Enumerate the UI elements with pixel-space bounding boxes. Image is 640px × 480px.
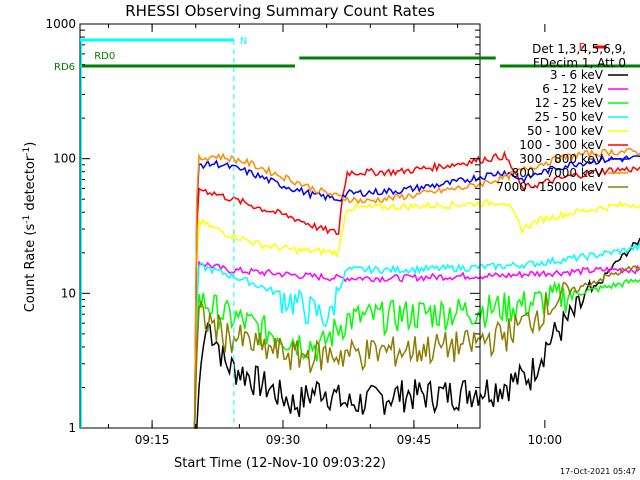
x-tick-label: 10:00 [528,433,563,447]
chart-title: RHESSI Observing Summary Count Rates [125,2,435,20]
legend-entry-label: 50 - 100 keV [527,124,604,138]
series-line-8 [193,265,640,429]
rd6-label: RD6 [54,62,75,73]
legend: Det 1,3,4,5,6,9,FDecim 1, Att 03 - 6 keV… [496,42,628,194]
legend-entry-label: 800 - 7000 keV [512,166,604,180]
legend-entry-label: 300 - 800 keV [519,152,603,166]
series-line-2 [193,278,640,429]
plot-frame [79,23,481,429]
legend-header-line: Det 1,3,4,5,6,9, [532,42,626,56]
legend-entry-label: 100 - 300 keV [519,138,603,152]
y-axis-label: Count Rate (s-1 detector-1) [22,142,38,313]
legend-entry-label: 3 - 6 keV [550,68,604,82]
x-tick-label: 09:45 [397,433,432,447]
legend-entry-label: 25 - 50 keV [535,110,604,124]
legend-entry-label: 12 - 25 keV [535,96,604,110]
y-tick-label: 100 [53,152,76,166]
y-tick-label: 10 [61,286,76,300]
footer-timestamp: 17-Oct-2021 05:47 [560,467,636,476]
instrument-state-bars: RD0 N F RD6 [54,36,640,428]
legend-entry-label: 6 - 12 keV [542,82,604,96]
x-tick-label: 09:15 [135,433,170,447]
x-tick-label: 09:30 [266,433,301,447]
x-axis-label: Start Time (12-Nov-10 09:03:22) [174,456,386,471]
legend-entry-label: 7000 - 15000 keV [496,180,603,194]
y-tick-label: 1000 [45,17,76,31]
y-tick-label: 1 [68,421,76,435]
rd0-label: RD0 [94,51,115,62]
legend-header-line: FDecim 1, Att 0 [533,56,626,70]
f-label: F [579,41,585,54]
n-label: N [240,36,247,47]
